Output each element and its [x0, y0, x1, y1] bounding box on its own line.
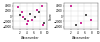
Point	[34, 17, 36, 18]
Point	[38, 12, 39, 13]
X-axis label: Wavenumber: Wavenumber	[72, 36, 90, 40]
Point	[36, 9, 38, 10]
Point	[42, 25, 44, 26]
Point	[24, 18, 26, 19]
X-axis label: Wavenumber: Wavenumber	[21, 36, 39, 40]
Point	[43, 22, 44, 23]
Point	[29, 13, 31, 14]
Y-axis label: Score: Score	[49, 12, 53, 20]
Point	[28, 21, 29, 22]
Y-axis label: Score: Score	[0, 12, 2, 20]
Point	[70, 5, 72, 6]
Point	[21, 12, 22, 13]
Point	[80, 22, 82, 23]
Point	[75, 25, 77, 26]
Point	[22, 17, 24, 18]
